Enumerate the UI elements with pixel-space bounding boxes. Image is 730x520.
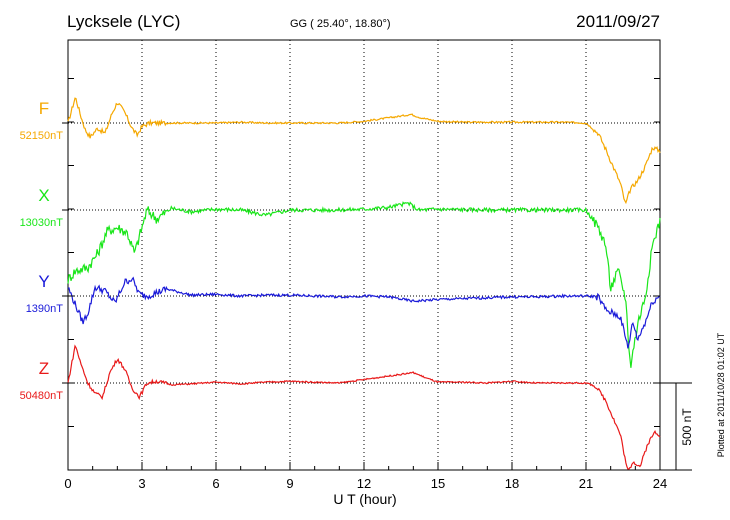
plot-date: 2011/09/27 (576, 12, 660, 31)
x-tick-label: 24 (653, 476, 667, 491)
scale-bar: 500 nT (660, 382, 694, 471)
x-tick-label: 6 (212, 476, 219, 491)
baseline-value-f: 52150nT (20, 130, 64, 142)
series-line-x (67, 201, 661, 368)
series-line-f (67, 97, 661, 205)
x-tick-label: 0 (64, 476, 71, 491)
component-label-z: Z (39, 359, 49, 378)
plotted-timestamp: Plotted at 2011/10/28 01:02 UT (716, 332, 726, 457)
x-tick-label: 12 (357, 476, 371, 491)
series-line-y (67, 276, 661, 349)
x-axis-label: U T (hour) (333, 491, 396, 507)
grid-lines (68, 40, 660, 470)
component-label-f: F (39, 99, 49, 118)
component-label-x: X (38, 186, 49, 205)
component-label-y: Y (38, 272, 49, 291)
baseline-value-z: 50480nT (20, 390, 64, 402)
baseline-value-y: 1390nT (26, 303, 64, 315)
station-coordinates: GG ( 25.40°, 18.80°) (290, 18, 391, 30)
scale-bar-label: 500 nT (680, 408, 694, 446)
x-tick-label: 3 (138, 476, 145, 491)
data-series: F 52150nT X 13030nT Y 1390nT Z 50480nT (20, 97, 661, 470)
station-title: Lycksele (LYC) (67, 12, 180, 31)
x-tick-label: 18 (505, 476, 519, 491)
x-tick-label: 15 (431, 476, 445, 491)
series-line-z (67, 344, 661, 470)
baseline-value-x: 13030nT (20, 217, 64, 229)
x-axis-ticks: 0 3 6 9 12 15 18 21 24 (62, 78, 667, 491)
x-tick-label: 9 (286, 476, 293, 491)
x-tick-label: 21 (579, 476, 593, 491)
